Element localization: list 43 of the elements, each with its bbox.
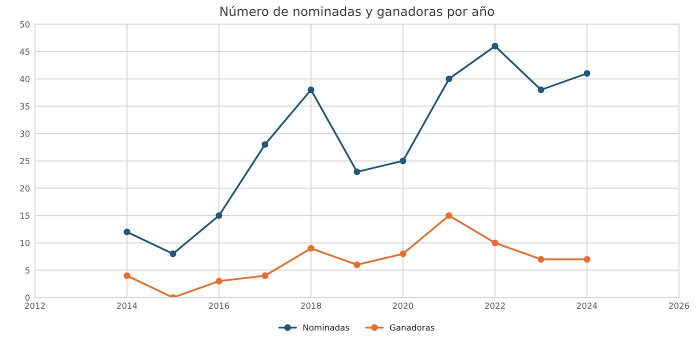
x-tick-label: 2026 — [669, 302, 690, 309]
point — [538, 86, 544, 94]
point — [216, 278, 222, 284]
point — [354, 261, 360, 268]
point — [354, 168, 360, 176]
y-tick-label: 10 — [20, 240, 30, 246]
point — [446, 76, 452, 82]
point — [170, 250, 176, 258]
point — [584, 70, 590, 77]
point — [492, 42, 498, 50]
x-tick-label: 2018 — [301, 302, 322, 309]
x-tick-label: 2022 — [485, 302, 505, 309]
x-tick-label: 2012 — [25, 302, 45, 309]
x-tick-label: 2024 — [577, 302, 598, 309]
y-tick-label: 30 — [20, 130, 30, 137]
point — [308, 86, 314, 94]
point — [262, 141, 268, 148]
point — [262, 272, 268, 279]
y-tick-label: 50 — [20, 21, 30, 28]
point — [538, 256, 544, 263]
x-tick-label: 2014 — [117, 302, 138, 309]
y-tick-label: 35 — [20, 103, 30, 110]
legend-label: Ganadoras — [390, 324, 434, 331]
point — [124, 228, 130, 236]
y-tick-label: 15 — [20, 212, 30, 219]
point — [446, 212, 452, 219]
point — [308, 245, 314, 252]
point — [400, 250, 406, 258]
legend-label: Nominadas — [303, 324, 350, 331]
point — [124, 272, 130, 279]
point — [584, 256, 590, 263]
point — [216, 212, 222, 219]
y-tick-label: 20 — [20, 185, 30, 192]
y-tick-label: 45 — [20, 48, 30, 55]
x-tick-label: 2016 — [209, 302, 230, 309]
y-tick-label: 25 — [20, 158, 30, 164]
point — [492, 240, 498, 246]
point — [400, 158, 406, 164]
y-tick-label: 40 — [20, 76, 30, 82]
x-tick-label: 2020 — [393, 302, 414, 309]
chart-title: Número de nominadas y ganadoras por año — [220, 6, 494, 18]
y-tick-label: 5 — [25, 267, 30, 274]
y-tick-label: 0 — [25, 294, 30, 301]
